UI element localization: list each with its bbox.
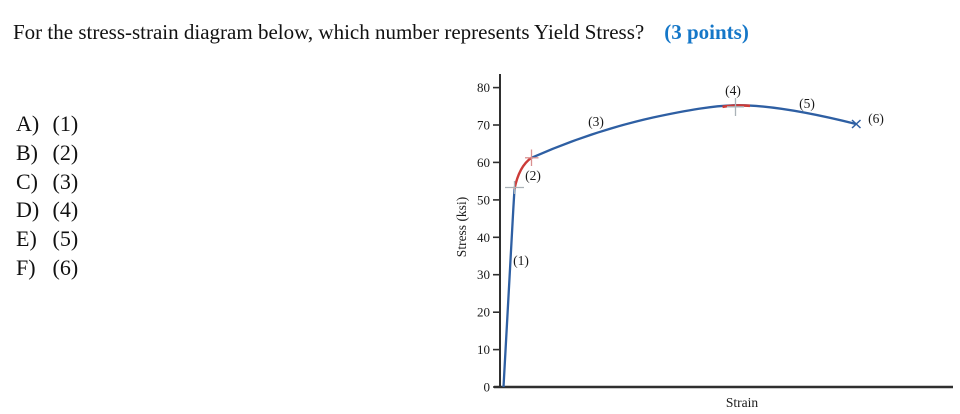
- option-c-letter: C): [16, 168, 38, 194]
- y-axis-ticks: [493, 86, 500, 388]
- stress-strain-plot: 0 10 20 30 40 50 60 70 80 Stress (ksi) S…: [454, 74, 953, 410]
- answer-options: A) (1) B) (2) C) (3) D) (4) E) (5) F) (6…: [16, 110, 78, 283]
- option-e: E) (5): [16, 225, 78, 254]
- fracture-x-icon: [851, 119, 862, 129]
- option-f-letter: F): [16, 254, 36, 280]
- y-axis-title: Stress (ksi): [454, 197, 469, 257]
- option-b-letter: B): [16, 139, 38, 165]
- curve-yield-knee-segment: [513, 156, 533, 190]
- point-label-6: (6): [868, 111, 884, 126]
- option-d: D) (4): [16, 196, 78, 225]
- y-tick-60: 60: [477, 155, 490, 170]
- option-e-value: (5): [52, 226, 79, 252]
- curve-elastic-segment: [502, 188, 516, 388]
- option-d-letter: D): [16, 197, 40, 223]
- ultimate-stress-cross-icon: [727, 98, 744, 116]
- y-tick-40: 40: [477, 230, 490, 245]
- option-a: A) (1): [16, 110, 78, 139]
- point-label-5: (5): [799, 96, 815, 111]
- question-text: For the stress-strain diagram below, whi…: [13, 20, 645, 44]
- curve-hardening-necking-segment: [531, 104, 857, 159]
- y-tick-0: 0: [484, 380, 491, 395]
- point-label-3: (3): [588, 114, 604, 129]
- option-a-value: (1): [52, 111, 79, 136]
- x-axis-title: Strain: [726, 395, 758, 410]
- point-label-4: (4): [725, 83, 741, 98]
- option-a-letter: A): [16, 111, 40, 136]
- y-tick-10: 10: [477, 342, 490, 357]
- y-tick-70: 70: [477, 118, 490, 133]
- points-badge: (3 points): [664, 20, 749, 44]
- y-tick-20: 20: [477, 305, 490, 320]
- question-text-row: For the stress-strain diagram below, whi…: [13, 20, 749, 45]
- option-f: F) (6): [16, 254, 78, 283]
- option-f-value: (6): [52, 254, 79, 280]
- point-label-2: (2): [525, 168, 541, 183]
- point-label-1: (1): [513, 253, 529, 268]
- y-tick-30: 30: [477, 267, 490, 282]
- option-e-letter: E): [16, 226, 37, 252]
- option-c-value: (3): [52, 168, 79, 194]
- option-d-value: (4): [52, 197, 79, 223]
- proportional-limit-cross-icon: [505, 181, 524, 194]
- stress-strain-chart: 0 10 20 30 40 50 60 70 80 Stress (ksi) S…: [440, 55, 960, 414]
- option-b-value: (2): [52, 139, 79, 165]
- yield-region-cross-icon: [525, 149, 539, 166]
- y-tick-80: 80: [477, 80, 490, 95]
- y-tick-50: 50: [477, 192, 490, 207]
- option-b: B) (2): [16, 139, 78, 168]
- option-c: C) (3): [16, 168, 78, 197]
